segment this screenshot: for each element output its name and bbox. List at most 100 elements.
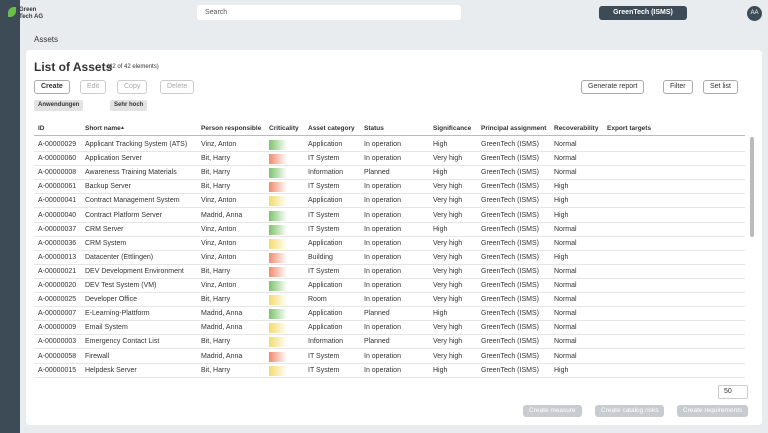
cell: Very high: [433, 282, 463, 289]
cell: Awareness Training Materials: [85, 169, 177, 177]
cell: Datacenter (Ettlingen): [85, 253, 154, 261]
element-count: (42 of 42 elements): [107, 64, 159, 70]
page-title: List of Assets: [34, 60, 113, 74]
cell: A-00000025: [38, 296, 77, 304]
tenant-select[interactable]: GreenTech (ISMS): [599, 6, 687, 20]
cell: IT System: [308, 366, 340, 374]
cell: IT System: [308, 183, 340, 191]
delete-button[interactable]: Delete: [160, 80, 195, 94]
logo-icon: [8, 7, 16, 17]
cell: Developer Office: [85, 296, 138, 304]
cell: CRM System: [85, 239, 127, 247]
create-button[interactable]: Create: [34, 80, 70, 94]
cell: Planned: [364, 338, 390, 346]
row-rule: [34, 277, 745, 279]
criticality-bar: [269, 351, 287, 362]
cell: High: [433, 310, 448, 318]
row-rule: [34, 151, 745, 152]
cell: Normal: [554, 310, 577, 318]
footer-button[interactable]: Create measure: [523, 405, 582, 417]
filter-chip[interactable]: Sehr hoch: [110, 100, 148, 111]
cell: Information: [308, 169, 344, 177]
cell: Vinz, Anton: [201, 253, 237, 261]
cell: A-00000058: [38, 352, 77, 360]
cell: Vinz, Anton: [201, 141, 237, 148]
avatar[interactable]: AA: [747, 6, 762, 21]
search[interactable]: Search: [197, 5, 461, 20]
cell: Normal: [554, 352, 577, 360]
cell: Vinz, Anton: [201, 197, 237, 205]
cell: High: [554, 183, 569, 191]
cell: In operation: [364, 324, 401, 332]
cell: A-00000013: [38, 253, 77, 261]
cell: Application: [308, 310, 343, 318]
row-rule: [34, 221, 745, 223]
cell: CRM Server: [85, 225, 124, 233]
cell: In operation: [364, 225, 401, 233]
cell: In operation: [364, 183, 401, 191]
column-header[interactable]: Recoverability: [554, 125, 599, 132]
cell: GreenTech (ISMS): [481, 225, 539, 233]
cell: Emergency Contact List: [85, 338, 160, 346]
column-header[interactable]: Person responsible: [201, 125, 262, 132]
cell: A-00000041: [38, 197, 77, 205]
setlist-button[interactable]: Set list: [703, 80, 739, 94]
cell: High: [433, 141, 448, 148]
cell: IT System: [308, 352, 340, 360]
cell: IT System: [308, 211, 340, 219]
cell: A-00000007: [38, 310, 77, 318]
column-header[interactable]: Principal assignment: [481, 125, 547, 132]
cell: Applicant Tracking System (ATS): [85, 141, 188, 148]
cell: In operation: [364, 253, 401, 261]
edit-button[interactable]: Edit: [80, 80, 107, 94]
page-size[interactable]: 50: [718, 385, 748, 399]
column-header[interactable]: Significance: [433, 125, 472, 132]
footer-button[interactable]: Create requirements: [677, 405, 749, 417]
logo: Green Tech AG: [19, 7, 44, 20]
cell: GreenTech (ISMS): [481, 211, 539, 219]
cell: E-Learning-Plattform: [85, 310, 150, 318]
report-button[interactable]: Generate report: [581, 80, 645, 94]
cell: Very high: [433, 183, 463, 191]
cell: Very high: [433, 324, 463, 332]
cell: GreenTech (ISMS): [481, 141, 539, 148]
criticality-bar: [269, 182, 287, 193]
criticality-bar: [269, 365, 287, 376]
column-header[interactable]: ID: [38, 125, 45, 132]
cell: Vinz, Anton: [201, 282, 237, 289]
cell: Application: [308, 141, 343, 148]
cell: Bit, Harry: [201, 183, 231, 191]
breadcrumb[interactable]: Assets: [34, 35, 59, 44]
cell: Very high: [433, 211, 463, 219]
filter-chip[interactable]: Anwendungen: [34, 100, 84, 111]
row-rule: [34, 263, 745, 265]
cell: IT System: [308, 155, 340, 163]
cell: Contract Platform Server: [85, 211, 163, 219]
cell: Application Server: [85, 155, 142, 163]
cell: Very high: [433, 239, 463, 247]
column-header[interactable]: Short name: [85, 125, 121, 132]
column-header[interactable]: Asset category: [308, 125, 355, 132]
column-header[interactable]: Export targets: [607, 125, 652, 132]
cell: Bit, Harry: [201, 169, 231, 177]
criticality-bar: [269, 337, 287, 348]
cell: Very high: [433, 197, 463, 205]
cell: Normal: [554, 296, 577, 304]
cell: High: [433, 366, 448, 374]
column-header[interactable]: Status: [364, 125, 384, 132]
cell: A-00000003: [38, 338, 77, 346]
cell: High: [554, 253, 569, 261]
cell: High: [433, 225, 448, 233]
filter-button[interactable]: Filter: [663, 80, 693, 94]
cell: Normal: [554, 267, 577, 275]
copy-button[interactable]: Copy: [117, 80, 148, 94]
row-rule: [34, 362, 745, 364]
cell: High: [433, 169, 448, 177]
cell: GreenTech (ISMS): [481, 267, 539, 275]
footer-button[interactable]: Create catalog risks: [595, 405, 665, 417]
column-header[interactable]: Criticality: [269, 125, 299, 132]
scrollbar[interactable]: [750, 137, 754, 237]
cell: Normal: [554, 239, 577, 247]
cell: Information: [308, 338, 344, 346]
